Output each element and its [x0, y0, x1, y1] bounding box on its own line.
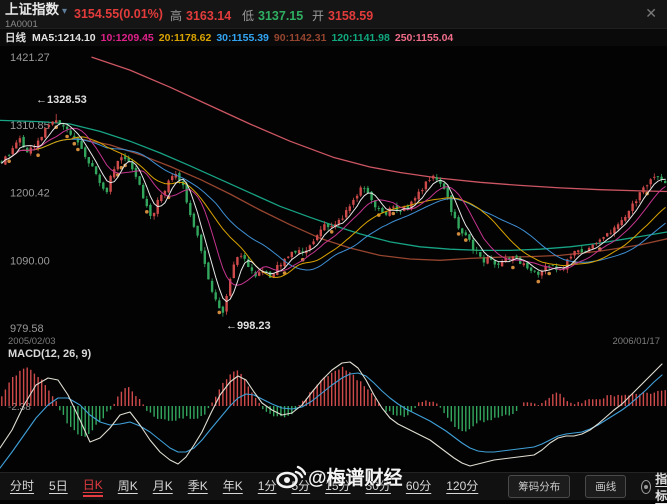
period-label: 日线 [5, 32, 26, 44]
macd-label: MACD(12, 26, 9) [8, 348, 91, 360]
tab-15分[interactable]: 15分 [325, 479, 351, 493]
macd-histogram [1, 366, 666, 437]
open-quote: 开 3158.59 [312, 7, 373, 24]
tab-1分[interactable]: 1分 [257, 479, 277, 493]
tab-120分[interactable]: 120分 [446, 479, 479, 493]
signal-marker-dot [217, 310, 222, 315]
ma-legend-item-6: 250:1155.04 [394, 31, 454, 44]
high-value: 3163.14 [186, 9, 232, 23]
low-value: 3137.15 [258, 9, 304, 23]
low-quote: 低 3137.15 [242, 7, 303, 24]
low-annotation: ←998.23 [226, 320, 271, 332]
ma-legend-item-3: 30:1155.39 [216, 31, 269, 44]
signal-marker-dot [76, 147, 80, 152]
tab-30分[interactable]: 30分 [365, 479, 391, 493]
high-quote: 高 3163.14 [170, 7, 231, 24]
tab-60分[interactable]: 60分 [405, 479, 432, 493]
signal-marker-dot [391, 211, 396, 216]
chevron-down-icon: ▾ [62, 6, 68, 17]
signal-marker-dot [536, 279, 541, 284]
svg-text:1200.42: 1200.42 [10, 188, 50, 200]
candlestick-chart-canvas[interactable]: 1421.27 1310.85 1200.42 1090.00 979.582005/0… [0, 46, 667, 470]
svg-text:1421.27: 1421.27 [10, 52, 50, 64]
ma-legend-item-5: 120:1141.98 [331, 31, 390, 44]
candles-layer [0, 113, 667, 317]
symbol-code: 1A0001 [5, 19, 38, 30]
indicator-label: 指标 [655, 471, 667, 503]
signal-marker-dot [511, 265, 515, 270]
ma-legend-item-2: 20:1178.62 [158, 31, 212, 44]
signal-marker-dot [7, 159, 11, 163]
indicator-icon [641, 479, 652, 494]
ma-legend-item-0: MA5:1214.10 [32, 31, 96, 44]
ma-short-lines [1, 123, 666, 303]
toolbar-button-draw-line[interactable]: 画线 [585, 475, 627, 498]
tab-年K[interactable]: 年K [222, 479, 243, 493]
tab-日K[interactable]: 日K [82, 476, 103, 497]
bottom-toolbar: 分时 5日 日K 周K 月K 季K 年K 1分 5分 15分 30分 60分 120分 筹码分布 画线 指… [0, 472, 667, 503]
signal-marker-dot [72, 141, 77, 146]
signal-marker-dot [456, 232, 461, 236]
last-price: 3154.55(0.01%) [74, 7, 163, 21]
tab-分时[interactable]: 分时 [10, 479, 35, 493]
high-annotation: ←1328.53 [36, 94, 87, 106]
signal-marker-dot [145, 210, 149, 214]
ma-overlay-lines [0, 56, 667, 261]
toolbar-button-chip-distribution[interactable]: 筹码分布 [508, 475, 571, 498]
open-label: 开 [312, 9, 325, 23]
quote-header: 上证指数 ▾ 1A0001 3154.55(0.01%) 高 3163.14 低 31… [0, 0, 667, 29]
tab-5日[interactable]: 5日 [49, 479, 68, 493]
symbol-name: 上证指数 [5, 2, 59, 17]
svg-text:1090.00: 1090.00 [10, 255, 50, 267]
ma-legend-item-4: 90:1142.31 [273, 31, 327, 44]
signal-marker-dot [464, 238, 468, 242]
signal-marker-dot [329, 230, 334, 234]
tab-月K[interactable]: 月K [152, 479, 173, 493]
ma-legend-bar: 日线 MA5:1214.10 10:1209.45 20:1178.62 30:115… [0, 29, 667, 46]
macd-axis-value: -2.38 [8, 402, 31, 413]
high-label: 高 [170, 9, 183, 23]
date-start: 2005/02/03 [8, 336, 56, 347]
open-value: 3158.59 [328, 9, 374, 23]
tab-5分[interactable]: 5分 [291, 479, 311, 493]
tab-周K[interactable]: 周K [117, 479, 138, 493]
signal-marker-dot [36, 153, 40, 157]
svg-text:1310.85: 1310.85 [10, 120, 50, 132]
close-icon[interactable]: ✕ [645, 5, 657, 21]
ma-legend-item-1: 10:1209.45 [100, 31, 154, 44]
svg-text:979.58: 979.58 [10, 323, 44, 335]
signal-marker-dot [547, 271, 551, 276]
symbol-selector[interactable]: 上证指数 ▾ 1A0001 [5, 2, 67, 30]
date-end: 2006/01/17 [612, 336, 660, 347]
y-axis-ticks: 1421.27 1310.85 1200.42 1090.00 979.58 [10, 52, 50, 335]
tab-季K[interactable]: 季K [187, 479, 208, 493]
low-label: 低 [242, 9, 255, 23]
signal-marker-dot [65, 134, 69, 139]
macd-lines [0, 361, 663, 469]
indicator-button[interactable]: 指标 [641, 470, 667, 504]
